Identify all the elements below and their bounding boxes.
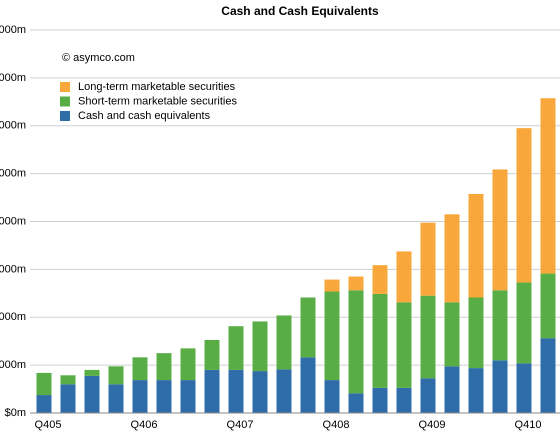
- bar-segment: [468, 368, 484, 413]
- bar-segment: [228, 326, 244, 370]
- y-tick-label: $0m: [5, 407, 26, 419]
- bar-segment: [348, 276, 364, 291]
- bar-segment: [300, 357, 316, 413]
- bar-segment: [396, 302, 412, 388]
- bar-segment: [324, 279, 340, 292]
- legend-swatch: [60, 82, 70, 92]
- bar-segment: [516, 282, 532, 364]
- chart-title: Cash and Cash Equivalents: [221, 4, 379, 18]
- bar-segment: [372, 265, 388, 294]
- bar-segment: [156, 353, 172, 381]
- bar-segment: [108, 384, 124, 413]
- bar-segment: [540, 338, 556, 413]
- bar-segment: [324, 291, 340, 381]
- bar-segment: [36, 372, 52, 396]
- bar-segment: [132, 380, 148, 413]
- legend-label: Long-term marketable securities: [78, 81, 236, 93]
- bar-segment: [372, 387, 388, 413]
- y-tick-label: $48,000m: [0, 120, 26, 132]
- x-tick-label: Q410: [515, 419, 542, 431]
- y-tick-label: $64,000m: [0, 24, 26, 36]
- legend-label: Cash and cash equivalents: [78, 110, 211, 122]
- legend-swatch: [60, 111, 70, 121]
- x-tick-label: Q405: [35, 419, 62, 431]
- bar-segment: [540, 273, 556, 339]
- y-tick-label: $16,000m: [0, 311, 26, 323]
- bar-segment: [204, 369, 220, 413]
- bar-segment: [444, 302, 460, 367]
- bar-segment: [492, 290, 508, 361]
- bar-segment: [468, 297, 484, 369]
- bar-segment: [516, 128, 532, 283]
- bar-segment: [228, 369, 244, 413]
- bar-segment: [36, 395, 52, 413]
- bar-segment: [516, 363, 532, 413]
- y-tick-label: $32,000m: [0, 215, 26, 227]
- bar-segment: [252, 371, 268, 413]
- bar-segment: [108, 366, 124, 385]
- x-tick-label: Q406: [131, 419, 158, 431]
- bar-segment: [468, 193, 484, 298]
- bar-segment: [420, 295, 436, 379]
- bar-segment: [276, 315, 292, 370]
- bar-segment: [348, 393, 364, 413]
- bar-segment: [444, 366, 460, 413]
- annotation: © asymco.com: [62, 52, 135, 64]
- bar-segment: [156, 380, 172, 413]
- bar-segment: [60, 375, 76, 385]
- bar-segment: [276, 369, 292, 413]
- x-tick-label: Q409: [419, 419, 446, 431]
- legend-swatch: [60, 96, 70, 107]
- y-tick-label: $56,000m: [0, 72, 26, 84]
- bar-segment: [420, 378, 436, 413]
- y-tick-label: $8,000m: [0, 359, 26, 371]
- legend-label: Short-term marketable securities: [78, 95, 237, 107]
- bar-segment: [444, 214, 460, 303]
- bar-segment: [396, 387, 412, 413]
- bar-segment: [372, 293, 388, 388]
- bar-segment: [60, 384, 76, 413]
- bar-segment: [84, 375, 100, 413]
- bar-segment: [492, 169, 508, 291]
- bar-segment: [204, 339, 220, 370]
- bar-segment: [84, 369, 100, 376]
- bar-segment: [396, 251, 412, 303]
- bar-segment: [420, 222, 436, 296]
- bar-segment: [180, 348, 196, 381]
- y-tick-label: $24,000m: [0, 263, 26, 275]
- bar-segment: [540, 98, 556, 274]
- bar-segment: [348, 290, 364, 394]
- bar-segment: [252, 321, 268, 372]
- bar-segment: [492, 360, 508, 413]
- y-tick-label: $40,000m: [0, 168, 26, 180]
- x-tick-label: Q408: [323, 419, 350, 431]
- bar-segment: [324, 380, 340, 413]
- x-tick-label: Q407: [227, 419, 254, 431]
- bar-segment: [132, 357, 148, 381]
- bar-segment: [300, 297, 316, 358]
- bar-segment: [180, 380, 196, 413]
